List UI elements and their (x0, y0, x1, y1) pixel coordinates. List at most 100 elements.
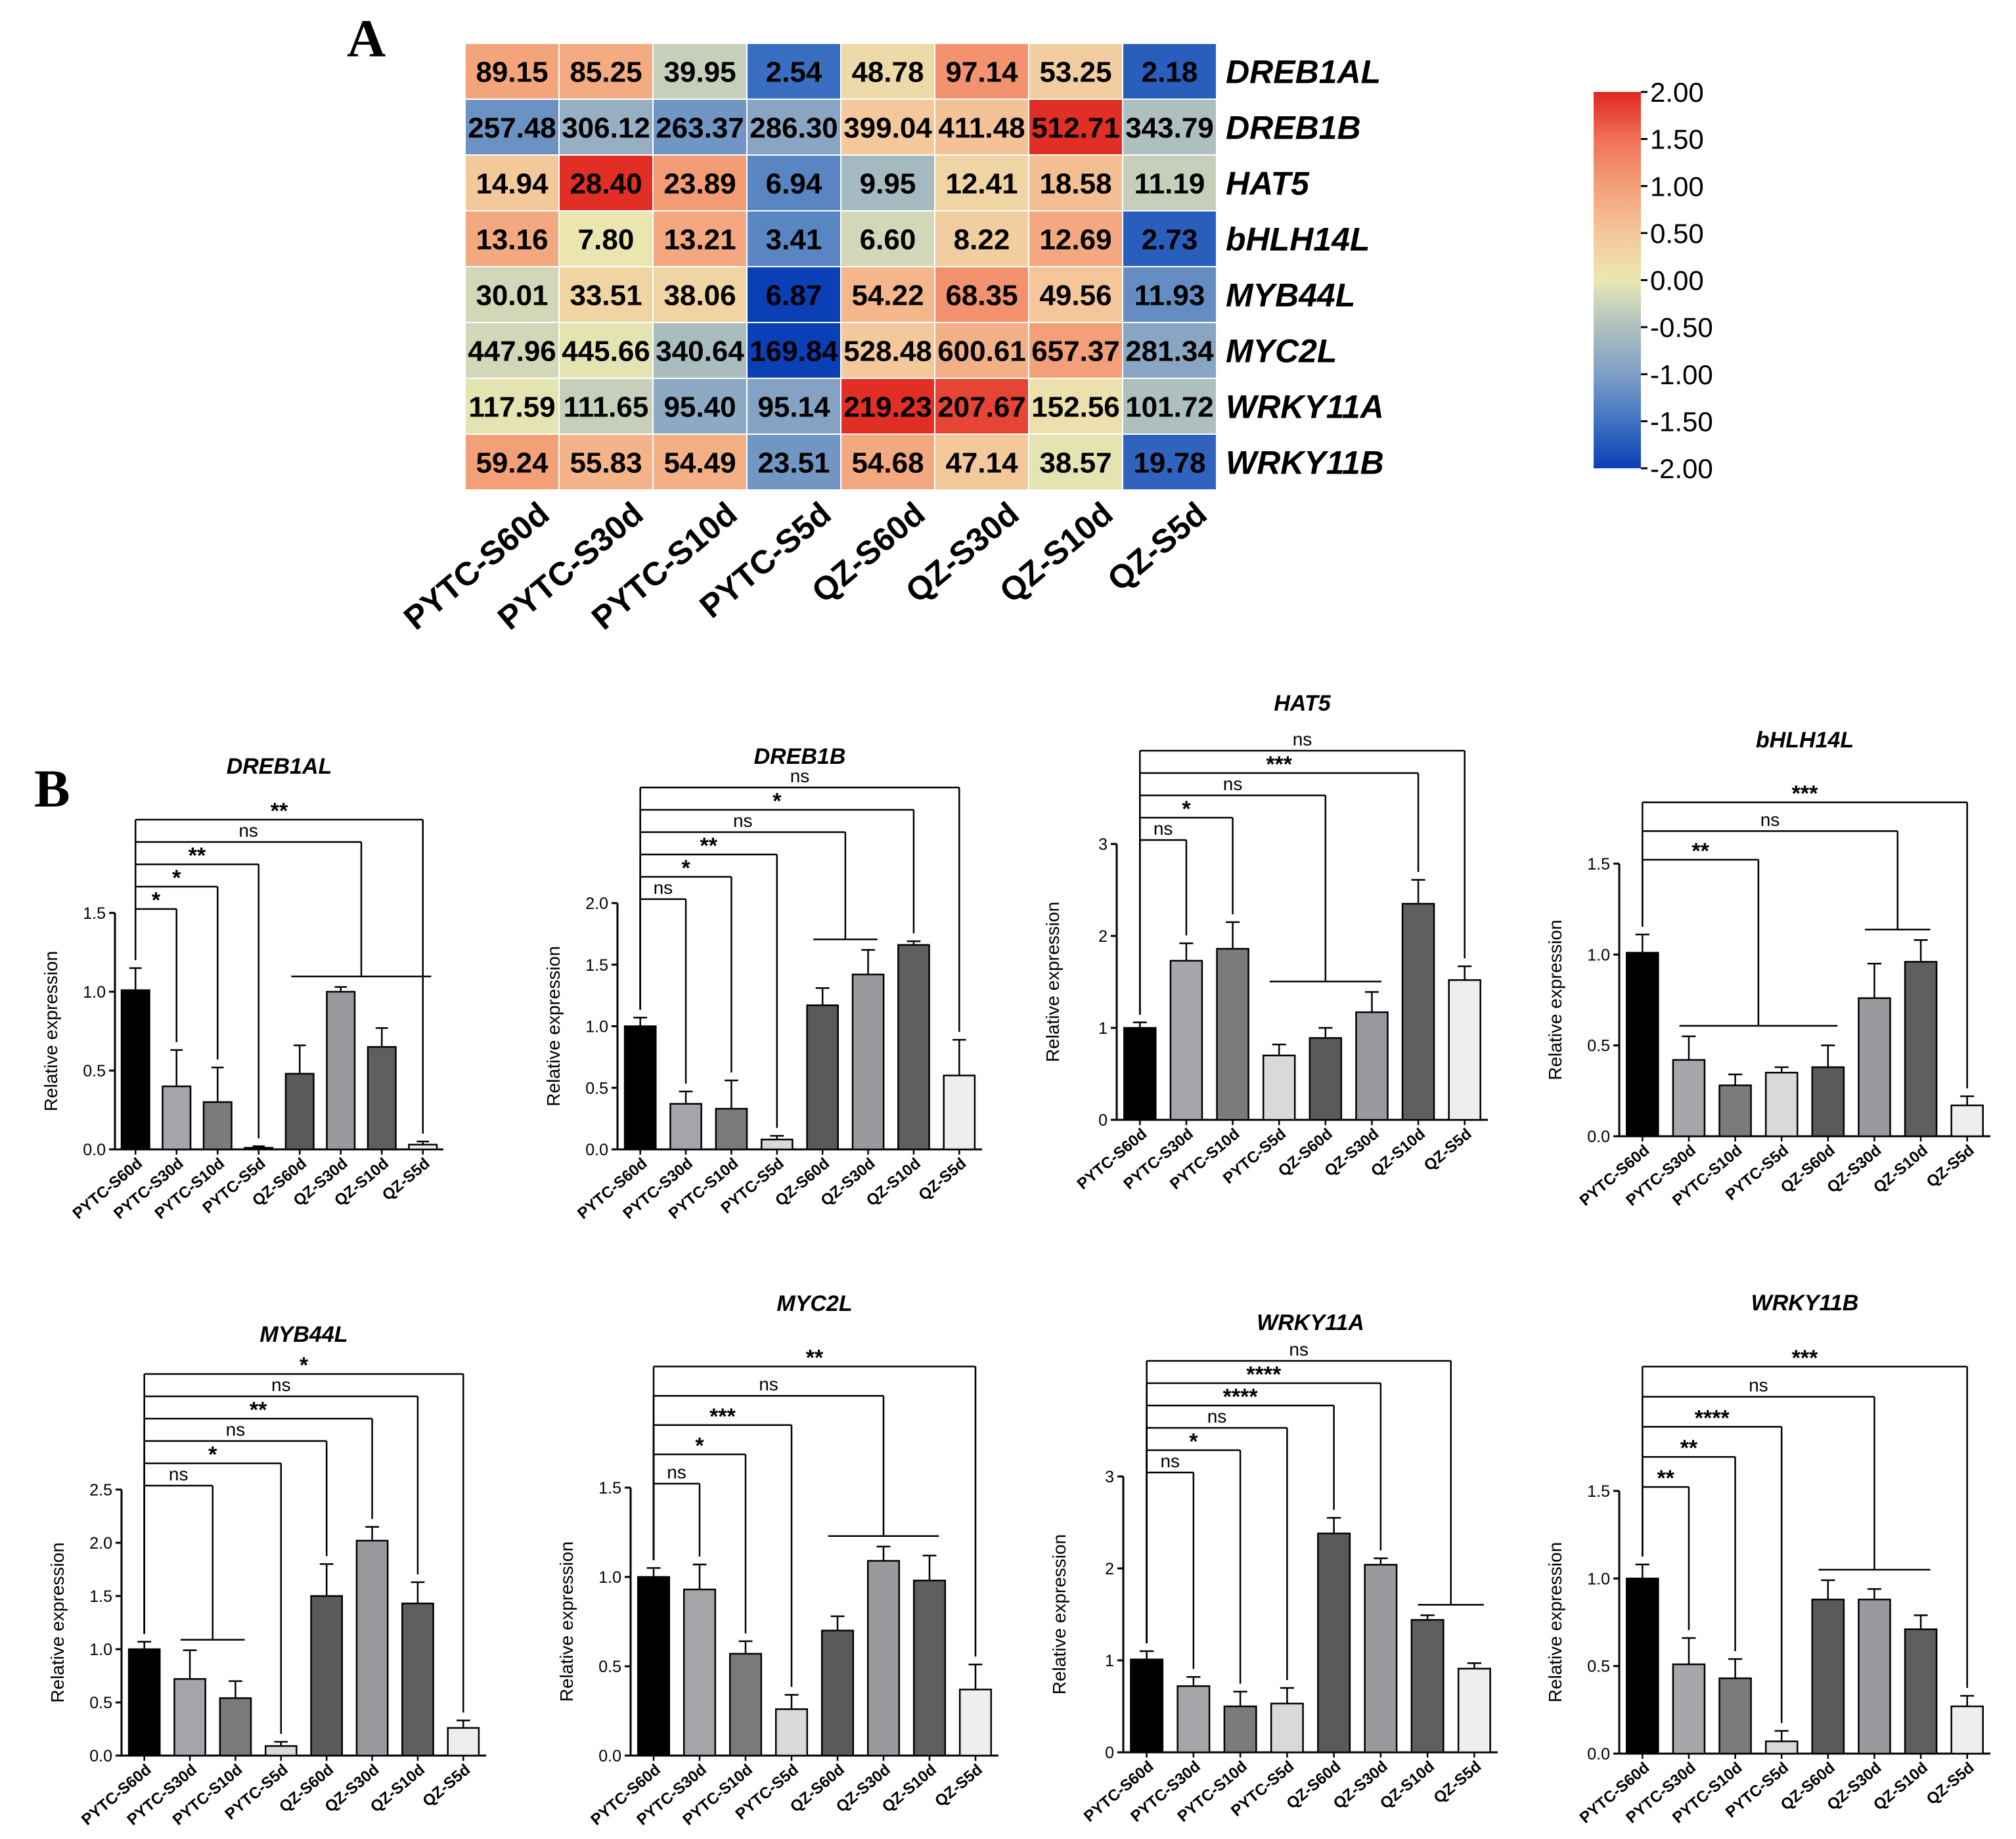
heatmap-cell (1122, 322, 1217, 379)
bar (1457, 1668, 1491, 1754)
bar (958, 1689, 993, 1757)
bar (623, 1025, 657, 1151)
heatmap-value: 12.69 (1039, 224, 1111, 256)
y-axis-label: Relative expression (1545, 920, 1565, 1080)
heatmap-row-label: WRKY11A (1226, 389, 1384, 426)
heatmap-cell (840, 322, 935, 379)
heatmap-cell (840, 210, 935, 267)
bar-chart-dreb1b: DREB1B Relative expression 0.0 0.5 1.0 1.5 2.0… (543, 744, 982, 1223)
heatmap-value: 39.95 (663, 56, 736, 89)
y-axis-label: Relative expression (1042, 902, 1063, 1062)
heatmap-value: 11.19 (1134, 168, 1205, 200)
significance-label: *** (1792, 1346, 1818, 1371)
heatmap-cell (746, 154, 841, 211)
significance-label: ns (1154, 818, 1173, 839)
bar (447, 1727, 480, 1757)
significance-label: *** (1266, 752, 1292, 777)
colorbar-tick-label: -0.50 (1650, 312, 1713, 343)
y-tick-label: 0.5 (585, 1079, 608, 1097)
bar (1718, 1084, 1752, 1138)
bar (326, 990, 356, 1151)
bar (1176, 1685, 1211, 1754)
heatmap-value: 12.41 (945, 168, 1018, 200)
heatmap-cell (1122, 43, 1217, 100)
y-tick-label: 0.5 (89, 1694, 112, 1712)
significance-label: ns (733, 810, 753, 831)
heatmap-value: 447.96 (468, 336, 556, 368)
significance-label: ns (1289, 1339, 1309, 1360)
bar (1169, 960, 1203, 1121)
heatmap-value: 3.41 (766, 224, 822, 256)
heatmap-value: 340.64 (656, 336, 744, 368)
bar (1270, 1702, 1304, 1754)
significance-label: ** (189, 843, 206, 868)
heatmap-row-label: MYC2L (1226, 333, 1337, 370)
heatmap-value: 23.51 (757, 447, 830, 479)
heatmap-value: 53.25 (1039, 56, 1111, 89)
heatmap-value: 528.48 (843, 336, 932, 368)
bar (1309, 1037, 1343, 1121)
y-tick-label: 1.5 (83, 904, 106, 923)
significance-label: ** (1691, 839, 1709, 864)
heatmap-value: 13.21 (663, 224, 736, 256)
heatmap-cell (1028, 378, 1123, 435)
bar (1764, 1740, 1799, 1755)
significance-label: ns (1223, 774, 1243, 794)
y-tick-label: 0.0 (1587, 1128, 1610, 1146)
heatmap-cell (1122, 154, 1217, 211)
y-tick-label: 3 (1098, 835, 1108, 854)
heatmap-value: 97.14 (945, 56, 1018, 89)
heatmap-cell (934, 433, 1029, 491)
heatmap-row-label: bHLH14L (1226, 221, 1370, 258)
significance-label: ** (806, 1346, 824, 1371)
heatmap-cell (934, 99, 1029, 156)
significance-label: **** (1695, 1406, 1730, 1430)
bar (866, 1560, 901, 1757)
heatmap-value: 55.83 (570, 447, 642, 479)
bar (1123, 1027, 1157, 1121)
y-axis-label: Relative expression (47, 1542, 68, 1702)
heatmap-row-label: DREB1AL (1226, 54, 1381, 91)
bar (774, 1708, 809, 1757)
significance-label: * (681, 856, 690, 881)
y-tick-label: 1.5 (598, 1479, 621, 1497)
bar (1950, 1705, 1984, 1755)
y-tick-label: 2.0 (89, 1534, 112, 1553)
y-tick-label: 3 (1105, 1468, 1114, 1486)
bar (820, 1629, 855, 1757)
heatmap-value: 6.87 (766, 280, 822, 312)
heatmap-value: 54.68 (851, 447, 924, 479)
heatmap-value: 343.79 (1125, 112, 1214, 144)
significance-label: ns (654, 877, 673, 898)
heatmap-value: 48.78 (851, 56, 924, 89)
y-tick-label: 2.0 (585, 895, 608, 913)
bar (1401, 902, 1435, 1121)
heatmap-value: 111.65 (564, 391, 649, 424)
bar (728, 1652, 763, 1757)
heatmap-row-label: WRKY11B (1226, 445, 1384, 481)
heatmap-cell (840, 154, 935, 211)
colorbar-bar (1594, 92, 1641, 468)
heatmap-value: 38.06 (663, 280, 736, 312)
heatmap-cell (1028, 322, 1123, 379)
heatmap-value: 399.04 (843, 112, 932, 144)
bar (1626, 952, 1659, 1138)
heatmap-value: 28.40 (570, 168, 642, 200)
y-tick-label: 0 (1098, 1111, 1108, 1130)
significance-label: *** (709, 1404, 736, 1429)
heatmap-cell (1122, 266, 1217, 323)
y-tick-label: 0.0 (585, 1141, 608, 1159)
bar (1364, 1564, 1398, 1754)
y-axis-label: Relative expression (1049, 1534, 1069, 1695)
significance-label: * (152, 888, 161, 913)
y-tick-label: 2 (1098, 927, 1108, 946)
y-axis-label: Relative expression (41, 951, 61, 1111)
bar (367, 1046, 397, 1151)
x-tick-label: QZ-S5d (1923, 1759, 1978, 1809)
significance-label: ns (238, 820, 258, 841)
panel-label-a: A (347, 9, 386, 68)
